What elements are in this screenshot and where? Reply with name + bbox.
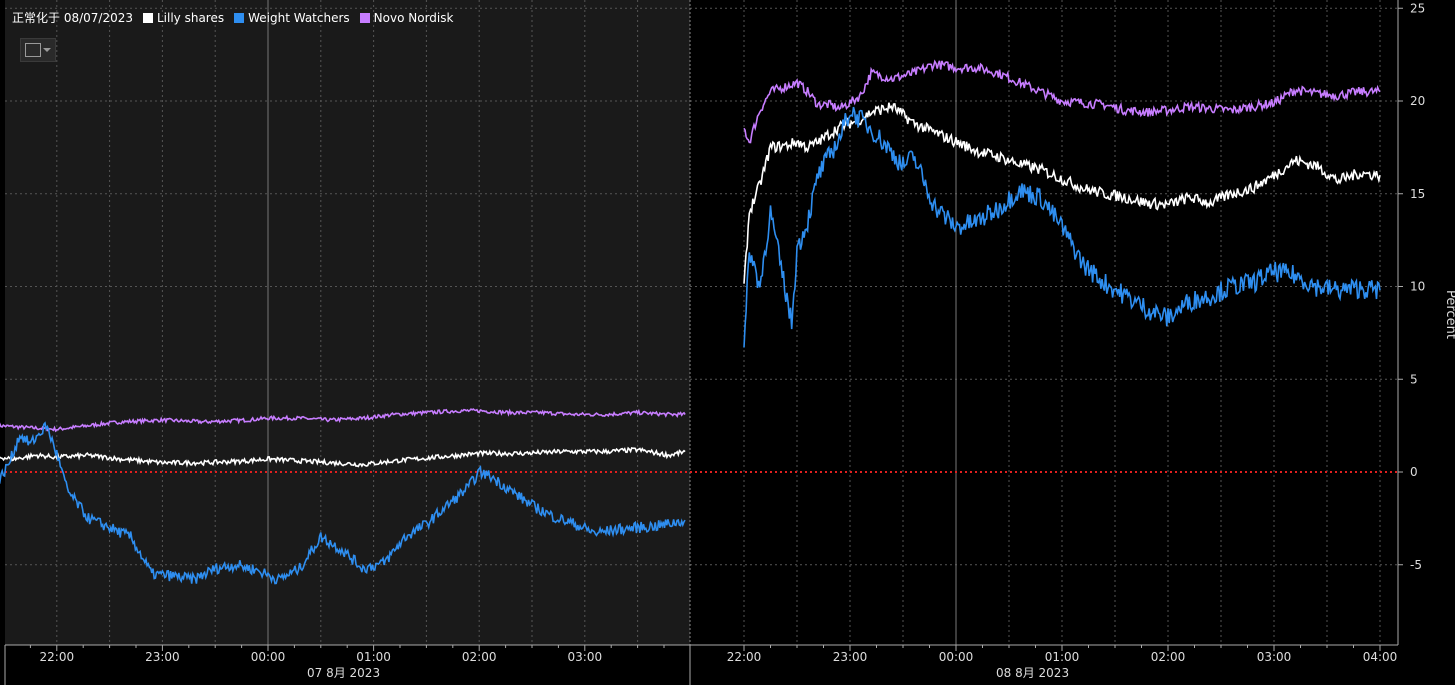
x-tick-label: 01:00 xyxy=(1045,650,1080,664)
legend-label-lilly: Lilly shares xyxy=(156,10,225,25)
x-tick-label: 22:00 xyxy=(40,650,75,664)
y-tick-label: 15 xyxy=(1410,187,1425,201)
series-line-novo-nordisk-day2 xyxy=(743,59,1381,144)
x-tick-label: 01:00 xyxy=(356,650,391,664)
x-tick-label: 23:00 xyxy=(145,650,180,664)
x-tick-label: 22:00 xyxy=(727,650,762,664)
legend-swatch-novo-nordisk xyxy=(359,12,370,23)
x-tick-label: 03:00 xyxy=(568,650,603,664)
x-tick-label: 03:00 xyxy=(1257,650,1292,664)
series-line-lilly-shares-day1 xyxy=(0,446,686,468)
series-line-weight-watchers-day2 xyxy=(743,106,1381,348)
x-tick-label: 02:00 xyxy=(462,650,497,664)
legend-swatch-weight-watchers xyxy=(234,12,245,23)
y-tick-label: 25 xyxy=(1410,1,1425,15)
y-tick-label: 10 xyxy=(1410,280,1425,294)
y-axis-title: Percent xyxy=(1443,290,1455,339)
series-line-weight-watchers-day1 xyxy=(0,421,686,585)
legend-item-weight-watchers[interactable]: Weight Watchers xyxy=(234,11,350,25)
series-line-novo-nordisk-day1 xyxy=(0,408,686,433)
prior-session-shading xyxy=(5,0,690,645)
x-tick-label: 04:00 xyxy=(1363,650,1398,664)
legend: 正常化于 08/07/2023 Lilly shares Weight Watc… xyxy=(12,9,453,26)
x-tick-label: 23:00 xyxy=(833,650,868,664)
y-tick-label: 0 xyxy=(1410,465,1418,479)
legend-item-lilly[interactable]: Lilly shares xyxy=(142,10,225,25)
legend-label-weight-watchers: Weight Watchers xyxy=(248,10,350,25)
y-tick-label: -5 xyxy=(1410,558,1422,572)
chart-type-dropdown[interactable] xyxy=(20,38,56,62)
x-tick-label: 00:00 xyxy=(251,650,286,664)
chevron-down-icon xyxy=(43,48,51,52)
date-label-day2: 08 8月 2023 xyxy=(996,666,1070,680)
x-tick-label: 00:00 xyxy=(939,650,974,664)
y-tick-label: 5 xyxy=(1410,372,1418,386)
x-tick-label: 02:00 xyxy=(1151,650,1186,664)
series-line-lilly-shares-day2 xyxy=(743,102,1381,284)
legend-label-novo-nordisk: Novo Nordisk xyxy=(373,10,454,25)
legend-swatch-lilly xyxy=(142,12,153,23)
line-chart-icon xyxy=(25,43,41,57)
normalized-label: 正常化于 08/07/2023 xyxy=(12,11,133,25)
y-tick-label: 20 xyxy=(1410,94,1425,108)
date-label-day1: 07 8月 2023 xyxy=(307,666,381,680)
legend-item-novo-nordisk[interactable]: Novo Nordisk xyxy=(359,10,454,25)
